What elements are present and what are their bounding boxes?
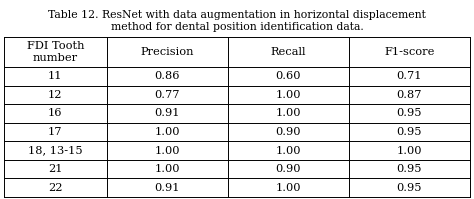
Text: Table 12. ResNet with data augmentation in horizontal displacement: Table 12. ResNet with data augmentation …	[48, 10, 426, 20]
Text: Recall: Recall	[271, 47, 306, 57]
Text: FDI Tooth
number: FDI Tooth number	[27, 41, 84, 63]
Text: 0.90: 0.90	[275, 127, 301, 137]
Text: 1.00: 1.00	[397, 146, 422, 156]
Text: 1.00: 1.00	[275, 90, 301, 100]
Text: 16: 16	[48, 108, 63, 118]
Text: 0.71: 0.71	[397, 71, 422, 81]
Text: 18, 13-15: 18, 13-15	[28, 146, 82, 156]
Text: Precision: Precision	[140, 47, 194, 57]
Text: 0.95: 0.95	[397, 108, 422, 118]
Text: 1.00: 1.00	[275, 183, 301, 193]
Text: 1.00: 1.00	[275, 108, 301, 118]
Text: 0.95: 0.95	[397, 164, 422, 174]
Text: 0.95: 0.95	[397, 183, 422, 193]
Text: 0.77: 0.77	[155, 90, 180, 100]
Text: 1.00: 1.00	[155, 127, 180, 137]
Text: method for dental position identification data.: method for dental position identificatio…	[110, 22, 364, 32]
Text: 1.00: 1.00	[155, 164, 180, 174]
Text: 0.87: 0.87	[397, 90, 422, 100]
Text: 1.00: 1.00	[155, 146, 180, 156]
Text: 12: 12	[48, 90, 63, 100]
Text: 0.91: 0.91	[155, 108, 180, 118]
Text: 1.00: 1.00	[275, 146, 301, 156]
Text: 22: 22	[48, 183, 63, 193]
Text: 0.90: 0.90	[275, 164, 301, 174]
Text: 0.91: 0.91	[155, 183, 180, 193]
Text: 11: 11	[48, 71, 63, 81]
Text: F1-score: F1-score	[384, 47, 435, 57]
Text: 0.60: 0.60	[275, 71, 301, 81]
Text: 21: 21	[48, 164, 63, 174]
Text: 0.95: 0.95	[397, 127, 422, 137]
Text: 0.86: 0.86	[155, 71, 180, 81]
Text: 17: 17	[48, 127, 63, 137]
